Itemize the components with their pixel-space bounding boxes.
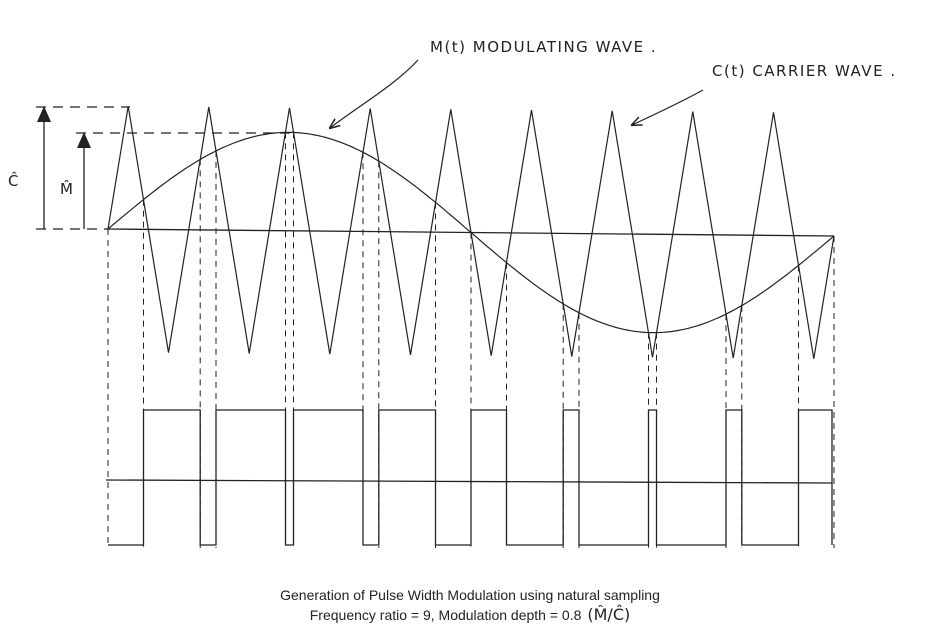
- carrier-wave-pointer: [632, 89, 704, 125]
- modulating-amplitude-label: M̂: [60, 179, 74, 198]
- pwm-output-pulse-train: [108, 409, 833, 546]
- carrier-amplitude-arrow: [37, 106, 51, 229]
- caption-parameters: Frequency ratio = 9, Modulation depth = …: [309, 607, 582, 623]
- modulating-amplitude-arrow: [77, 132, 91, 229]
- caption-title: Generation of Pulse Width Modulation usi…: [280, 587, 660, 603]
- modulating-wave-line: [107, 131, 835, 334]
- pwm-reference-line: [105, 479, 833, 484]
- caption-subtitle: Frequency ratio = 9, Modulation depth = …: [0, 605, 940, 624]
- caption-ratio: (M̂/Ĉ): [587, 605, 631, 624]
- modulating-wave-pointer: [330, 59, 419, 128]
- modulating-wave-label: M(t) MODULATING WAVE .: [430, 38, 657, 56]
- carrier-amplitude-label: Ĉ: [8, 171, 20, 190]
- carrier-wave-label: C(t) CARRIER WAVE .: [712, 62, 897, 80]
